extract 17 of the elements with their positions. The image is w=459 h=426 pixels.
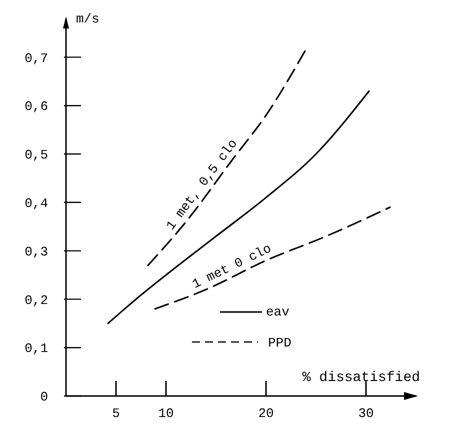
- legend-label: eav: [266, 304, 290, 320]
- y-tick-label: 0,6: [24, 99, 48, 114]
- x-tick-label: 5: [112, 406, 120, 422]
- y-tick-label: 0,5: [24, 148, 48, 163]
- y-tick-label: 0: [40, 390, 48, 405]
- y-axis-title: m/s: [76, 11, 100, 26]
- y-tick-label: 0,2: [24, 292, 48, 308]
- y-tick-label: 0,7: [24, 50, 48, 66]
- text: 1 met 0 clo: [190, 241, 274, 292]
- x-axis-title: % dissatisfied: [302, 370, 420, 386]
- y-tick-label: 0,4: [24, 196, 48, 211]
- annotation: PPD: [268, 336, 292, 351]
- x-tick-label: 10: [158, 406, 174, 422]
- y-tick-label: 0,1: [24, 341, 48, 356]
- y-tick-label: 0,3: [24, 244, 48, 260]
- x-tick-label: 20: [258, 406, 274, 422]
- x-tick-label: 30: [358, 406, 374, 422]
